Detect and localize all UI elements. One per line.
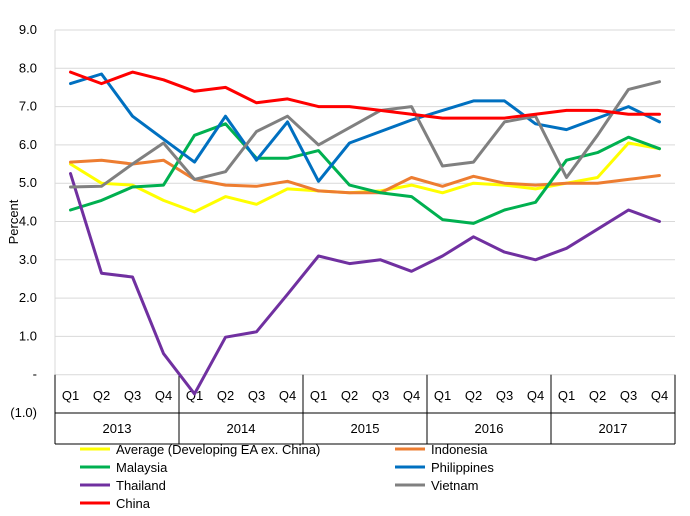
legend-label-china: China xyxy=(116,496,151,511)
x-tick-label: Q1 xyxy=(310,388,327,403)
x-tick-label: Q1 xyxy=(62,388,79,403)
legend-label-indonesia: Indonesia xyxy=(431,442,488,457)
series-line-thailand xyxy=(69,172,661,396)
legend: Average (Developing EA ex. China) Indones… xyxy=(80,442,494,511)
x-tick-label: Q4 xyxy=(651,388,668,403)
legend-label-vietnam: Vietnam xyxy=(431,478,478,493)
x-year-label: 2017 xyxy=(599,421,628,436)
x-tick-label: Q4 xyxy=(527,388,544,403)
series-lines xyxy=(69,70,661,396)
series-line-indonesia xyxy=(69,158,661,195)
legend-label-philippines: Philippines xyxy=(431,460,494,475)
y-tick-label: 8.0 xyxy=(19,60,37,75)
y-tick-label: - xyxy=(33,367,37,382)
y-tick-label: 7.0 xyxy=(19,99,37,114)
series-line-philippines xyxy=(69,72,661,183)
x-tick-label: Q2 xyxy=(217,388,234,403)
y-tick-label: 5.0 xyxy=(19,175,37,190)
y-tick-label: (1.0) xyxy=(10,405,37,420)
y-tick-label: 2.0 xyxy=(19,290,37,305)
x-tick-label: Q4 xyxy=(403,388,420,403)
y-tick-label: 3.0 xyxy=(19,252,37,267)
x-tick-label: Q3 xyxy=(620,388,637,403)
legend-label-thailand: Thailand xyxy=(116,478,166,493)
x-tick-label: Q2 xyxy=(465,388,482,403)
series-line-average-developing-ea-ex-china xyxy=(69,141,661,214)
x-year-label: 2013 xyxy=(103,421,132,436)
y-tick-label: 6.0 xyxy=(19,137,37,152)
x-tick-label: Q3 xyxy=(248,388,265,403)
x-tick-label: Q1 xyxy=(434,388,451,403)
legend-label-malaysia: Malaysia xyxy=(116,460,168,475)
series-line-vietnam xyxy=(69,80,661,189)
series-line-china xyxy=(69,70,661,120)
x-tick-label: Q3 xyxy=(496,388,513,403)
gridlines xyxy=(55,29,675,414)
y-tick-label: 4.0 xyxy=(19,214,37,229)
x-tick-label: Q1 xyxy=(186,388,203,403)
x-tick-label: Q2 xyxy=(93,388,110,403)
x-tick-label: Q4 xyxy=(279,388,296,403)
y-axis-label: Percent xyxy=(6,199,21,244)
x-year-label: 2016 xyxy=(475,421,504,436)
x-tick-label: Q2 xyxy=(341,388,358,403)
x-year-label: 2014 xyxy=(227,421,256,436)
x-tick-label: Q2 xyxy=(589,388,606,403)
x-year-label: 2015 xyxy=(351,421,380,436)
x-tick-label: Q3 xyxy=(372,388,389,403)
legend-label-average-developing-ea-ex-china: Average (Developing EA ex. China) xyxy=(116,442,320,457)
x-tick-label: Q3 xyxy=(124,388,141,403)
x-tick-label: Q4 xyxy=(155,388,172,403)
y-tick-label: 9.0 xyxy=(19,22,37,37)
x-tick-label: Q1 xyxy=(558,388,575,403)
axes: 9.0 8.0 7.0 6.0 5.0 4.0 3.0 2.0 1.0 - (1.0) Q1 Q2 Q3 Q… xyxy=(10,22,676,445)
y-tick-label: 1.0 xyxy=(19,328,37,343)
